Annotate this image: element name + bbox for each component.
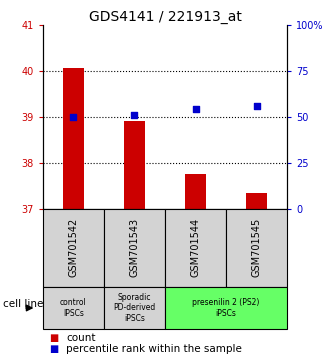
Bar [185, 174, 206, 209]
Bar [246, 193, 267, 209]
Point [71, 114, 76, 120]
Bar [104, 209, 165, 287]
Text: ■: ■ [50, 344, 59, 354]
Bar [104, 287, 165, 329]
Text: Sporadic
PD-derived
iPSCs: Sporadic PD-derived iPSCs [113, 293, 156, 323]
Text: presenilin 2 (PS2)
iPSCs: presenilin 2 (PS2) iPSCs [192, 298, 260, 318]
Text: control
IPSCs: control IPSCs [60, 298, 87, 318]
Text: count: count [66, 333, 95, 343]
Bar [63, 69, 84, 209]
Text: GSM701545: GSM701545 [251, 218, 262, 278]
Point [193, 107, 198, 112]
Bar [226, 209, 287, 287]
Bar [43, 287, 104, 329]
Point [132, 112, 137, 118]
Title: GDS4141 / 221913_at: GDS4141 / 221913_at [88, 10, 242, 24]
Text: GSM701544: GSM701544 [190, 218, 201, 278]
Bar [124, 121, 145, 209]
Text: percentile rank within the sample: percentile rank within the sample [66, 344, 242, 354]
Text: ■: ■ [50, 333, 59, 343]
Text: GSM701542: GSM701542 [68, 218, 79, 278]
Bar [165, 287, 287, 329]
Text: GSM701543: GSM701543 [129, 218, 140, 278]
Bar [165, 209, 226, 287]
Text: cell line: cell line [3, 299, 44, 309]
Bar [43, 209, 104, 287]
Point [254, 103, 259, 109]
